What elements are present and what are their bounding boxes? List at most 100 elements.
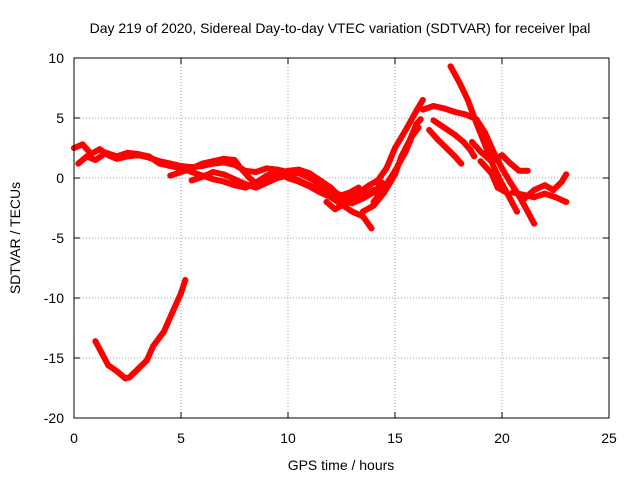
data-point xyxy=(460,139,467,145)
data-point xyxy=(317,187,324,193)
data-point xyxy=(178,169,184,175)
data-point xyxy=(359,213,366,220)
data-point xyxy=(471,153,478,160)
data-point xyxy=(550,187,557,193)
data-point xyxy=(392,145,398,151)
data-point xyxy=(516,167,523,174)
data-point xyxy=(126,374,133,381)
data-point xyxy=(499,152,505,159)
data-point xyxy=(178,290,184,297)
data-point xyxy=(370,199,377,205)
data-point xyxy=(323,199,330,205)
data-point xyxy=(381,184,388,191)
data-point xyxy=(488,158,495,165)
data-point xyxy=(541,190,548,197)
y-axis-label: SDTVAR / TECUs xyxy=(7,182,23,294)
data-point xyxy=(317,177,324,184)
data-point xyxy=(494,184,501,191)
data-point xyxy=(182,277,189,283)
data-point xyxy=(462,111,469,118)
data-point xyxy=(466,146,473,153)
data-point xyxy=(531,187,538,193)
data-point xyxy=(507,160,514,167)
data-point xyxy=(145,153,152,160)
y-tick-label: 0 xyxy=(56,170,64,186)
data-point xyxy=(473,119,480,126)
data-point xyxy=(135,151,142,157)
data-point xyxy=(306,182,313,189)
data-point xyxy=(524,167,531,174)
y-tick-label: -15 xyxy=(44,350,64,366)
grid xyxy=(74,58,609,418)
data-point xyxy=(210,158,217,165)
data-point xyxy=(434,136,441,143)
data-point xyxy=(503,189,510,196)
data-point xyxy=(231,182,238,189)
data-point xyxy=(285,167,291,174)
data-point xyxy=(443,145,450,151)
data-point xyxy=(92,157,99,163)
data-point xyxy=(231,157,238,163)
chart-title: Day 219 of 2020, Sidereal Day-to-day VTE… xyxy=(90,20,591,36)
data-point xyxy=(451,131,458,138)
data-point xyxy=(105,362,112,369)
data-point xyxy=(413,107,420,114)
data-point xyxy=(210,176,217,183)
data-point xyxy=(263,165,270,172)
data-point xyxy=(520,191,527,198)
data-point xyxy=(426,127,433,133)
data-point xyxy=(143,357,150,364)
data-point xyxy=(430,117,437,124)
data-point xyxy=(113,368,120,375)
y-tick-label: -10 xyxy=(44,290,64,306)
data-point xyxy=(441,105,448,112)
data-point xyxy=(541,182,548,189)
data-point xyxy=(359,208,366,215)
data-point xyxy=(366,182,373,189)
data-point xyxy=(490,148,497,155)
data-point xyxy=(374,177,381,184)
data-point xyxy=(359,195,366,202)
data-point xyxy=(349,208,356,215)
data-point xyxy=(563,171,570,178)
axis-ticks: 0 5 10 15 20 25 -20 -15 -10 -5 0 5 10 xyxy=(44,50,617,446)
data-point xyxy=(488,170,495,177)
data-point xyxy=(252,184,259,191)
data-point xyxy=(98,350,105,357)
data-point xyxy=(79,141,86,148)
data-point xyxy=(199,160,206,167)
data-point xyxy=(552,194,559,201)
data-point xyxy=(469,139,475,145)
data-point xyxy=(514,208,520,215)
data-point xyxy=(327,191,334,198)
data-point xyxy=(370,189,377,196)
data-point xyxy=(274,175,281,181)
y-tick-label: -20 xyxy=(44,410,64,426)
x-tick-label: 0 xyxy=(70,430,78,446)
data-point xyxy=(349,194,356,201)
data-point xyxy=(563,199,570,205)
data-point xyxy=(167,172,174,179)
data-point xyxy=(531,194,538,201)
data-point xyxy=(531,220,538,227)
data-point xyxy=(103,149,110,156)
data-point xyxy=(246,175,253,181)
data-point xyxy=(263,179,270,186)
data-point xyxy=(490,163,497,169)
data-point xyxy=(524,208,531,215)
data-point xyxy=(327,184,334,191)
data-point xyxy=(169,309,176,316)
data-point xyxy=(357,188,364,195)
data-point xyxy=(285,172,291,179)
data-point xyxy=(150,343,157,349)
data-point xyxy=(124,149,131,156)
data-point xyxy=(447,63,454,70)
data-point xyxy=(188,177,195,184)
data-point xyxy=(441,124,448,131)
data-series xyxy=(71,63,570,382)
data-point xyxy=(252,169,259,175)
data-point xyxy=(499,165,505,172)
data-point xyxy=(135,365,142,372)
